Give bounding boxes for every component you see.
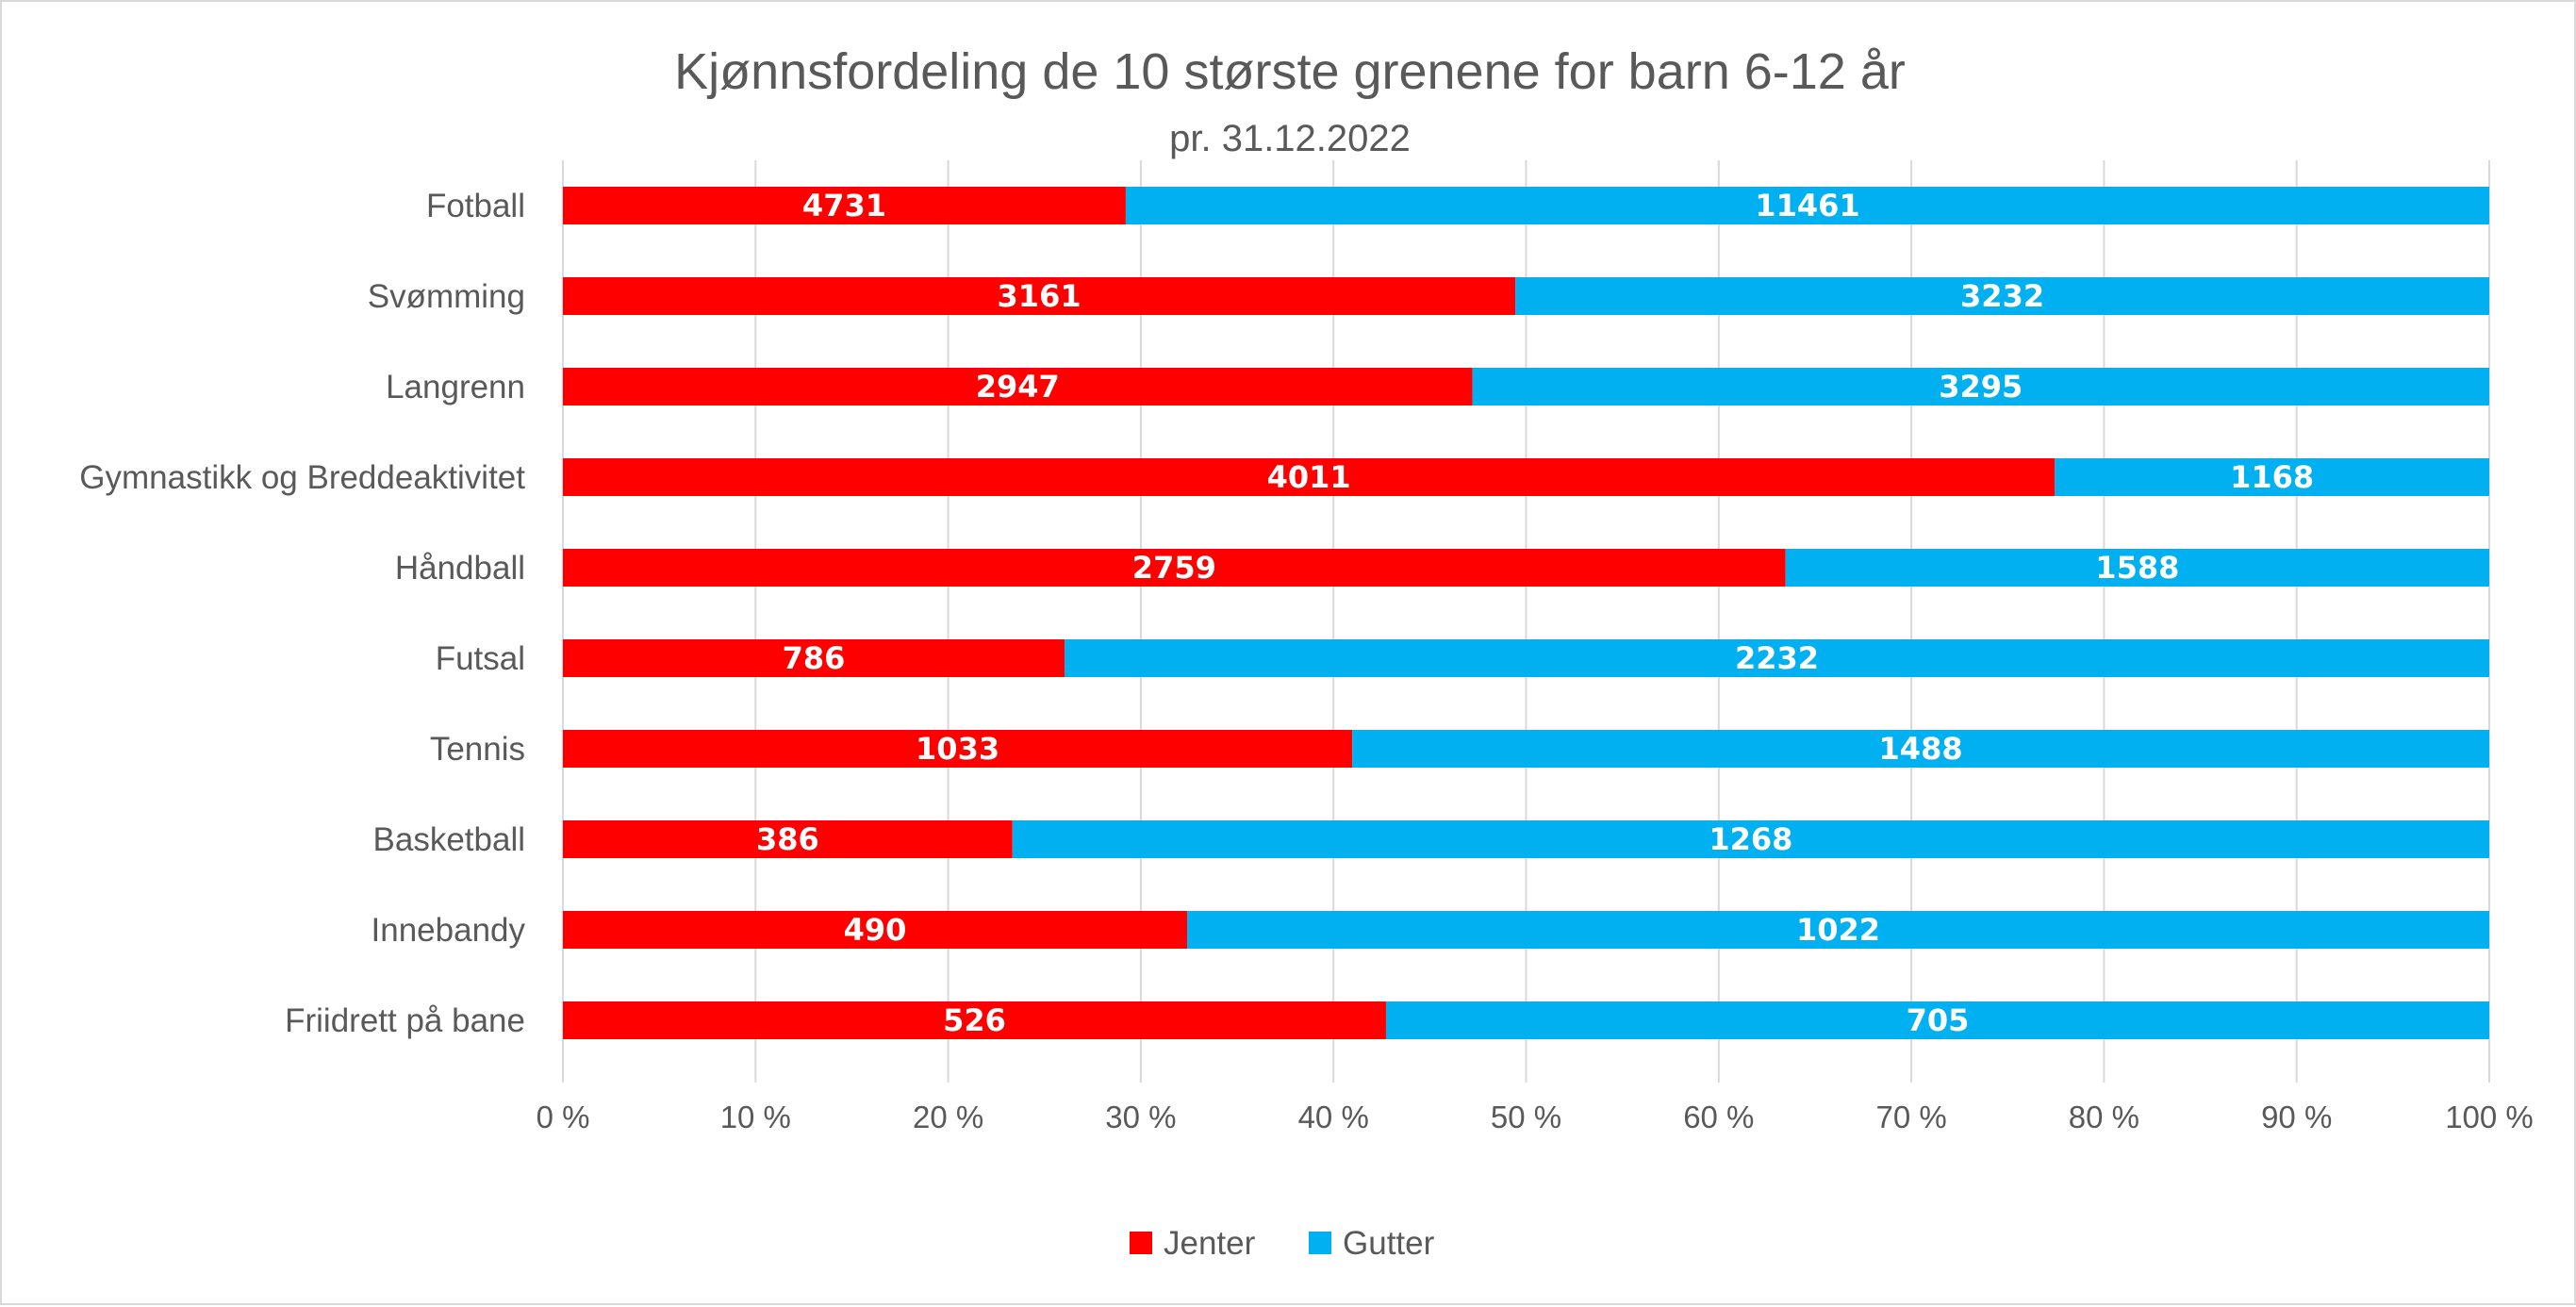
bar-segment-gutter bbox=[1472, 368, 2489, 405]
data-label-jenter: 1033 bbox=[916, 731, 999, 767]
category-label: Langrenn bbox=[386, 369, 525, 405]
data-label-gutter: 1022 bbox=[1796, 912, 1880, 948]
chart-subtitle: pr. 31.12.2022 bbox=[1169, 118, 1411, 159]
x-tick-label: 0 % bbox=[537, 1100, 590, 1134]
x-tick-label: 10 % bbox=[720, 1100, 791, 1134]
x-tick-label: 100 % bbox=[2445, 1100, 2534, 1134]
data-label-gutter: 3232 bbox=[1960, 278, 2044, 314]
bar-segment-jenter bbox=[563, 639, 1065, 677]
data-label-jenter: 786 bbox=[783, 640, 846, 676]
x-tick-label: 20 % bbox=[913, 1100, 983, 1134]
data-label-gutter: 1168 bbox=[2230, 459, 2314, 495]
data-label-gutter: 11461 bbox=[1755, 188, 1859, 223]
bar-segment-gutter bbox=[1187, 911, 2489, 949]
data-label-jenter: 526 bbox=[943, 1002, 1006, 1038]
category-label: Friidrett på bane bbox=[285, 1002, 525, 1039]
legend-label: Jenter bbox=[1164, 1225, 1256, 1262]
bar-segment-jenter bbox=[563, 911, 1188, 949]
data-label-jenter: 4011 bbox=[1267, 459, 1351, 495]
bar-segment-gutter bbox=[1125, 187, 2489, 224]
x-tick-label: 40 % bbox=[1298, 1100, 1369, 1134]
x-axis-tick-labels: 0 % 10 % 20 % 30 % 40 % 50 % 60 % 70 % 80 % 90 % 1… bbox=[537, 1100, 2534, 1134]
bar-segment-jenter bbox=[563, 187, 1126, 224]
x-tick-label: 70 % bbox=[1875, 1100, 1946, 1134]
bars: 4731 11461 3161 3232 2947 3295 4011 1168 2759 158… bbox=[563, 187, 2489, 1039]
category-label: Tennis bbox=[430, 731, 525, 768]
x-tick-label: 60 % bbox=[1683, 1100, 1754, 1134]
data-label-jenter: 386 bbox=[756, 821, 819, 857]
legend-label: Gutter bbox=[1343, 1225, 1435, 1262]
bar-segment-gutter bbox=[1065, 639, 2489, 677]
x-tick-label: 80 % bbox=[2069, 1100, 2139, 1134]
bar-segment-gutter bbox=[1515, 277, 2489, 315]
bar-segment-gutter bbox=[1012, 820, 2489, 858]
x-tick-label: 90 % bbox=[2261, 1100, 2332, 1134]
bar-segment-jenter bbox=[563, 277, 1516, 315]
bar-segment-gutter bbox=[1385, 1001, 2489, 1039]
data-label-jenter: 3161 bbox=[998, 278, 1082, 314]
category-label: Gymnastikk og Breddeaktivitet bbox=[79, 459, 525, 496]
x-tick-label: 50 % bbox=[1491, 1100, 1561, 1134]
category-label: Fotball bbox=[426, 188, 525, 224]
data-label-jenter: 4731 bbox=[802, 188, 886, 223]
data-label-gutter: 1488 bbox=[1879, 731, 1963, 767]
data-label-gutter: 1588 bbox=[2095, 550, 2179, 586]
x-tick-label: 30 % bbox=[1105, 1100, 1176, 1134]
legend: Jenter Gutter bbox=[1130, 1225, 1435, 1262]
bar-segment-gutter bbox=[1352, 730, 2489, 768]
bar-segment-jenter bbox=[563, 730, 1353, 768]
data-label-jenter: 2947 bbox=[976, 369, 1060, 405]
bar-segment-jenter bbox=[563, 368, 1473, 405]
category-labels: Fotball Svømming Langrenn Gymnastikk og Bre… bbox=[79, 188, 525, 1039]
category-label: Futsal bbox=[436, 640, 525, 677]
category-label: Svømming bbox=[368, 278, 525, 315]
bar-segment-gutter bbox=[2055, 458, 2489, 496]
data-label-jenter: 2759 bbox=[1132, 550, 1216, 586]
data-label-jenter: 490 bbox=[844, 912, 907, 948]
bar-segment-jenter bbox=[563, 458, 2056, 496]
chart-title: Kjønnsfordeling de 10 største grenene fo… bbox=[674, 43, 1906, 100]
bar-segment-jenter bbox=[563, 1001, 1386, 1039]
data-label-gutter: 705 bbox=[1907, 1002, 1970, 1038]
data-label-gutter: 3295 bbox=[1939, 369, 2023, 405]
legend-swatch bbox=[1309, 1232, 1331, 1254]
category-label: Innebandy bbox=[372, 912, 526, 949]
category-label: Basketball bbox=[373, 821, 525, 858]
data-label-gutter: 1268 bbox=[1709, 821, 1792, 857]
bar-segment-jenter bbox=[563, 549, 1786, 587]
legend-swatch bbox=[1130, 1232, 1152, 1254]
data-label-gutter: 2232 bbox=[1735, 640, 1819, 676]
bar-segment-jenter bbox=[563, 820, 1013, 858]
bar-segment-gutter bbox=[1785, 549, 2489, 587]
category-label: Håndball bbox=[395, 550, 525, 587]
